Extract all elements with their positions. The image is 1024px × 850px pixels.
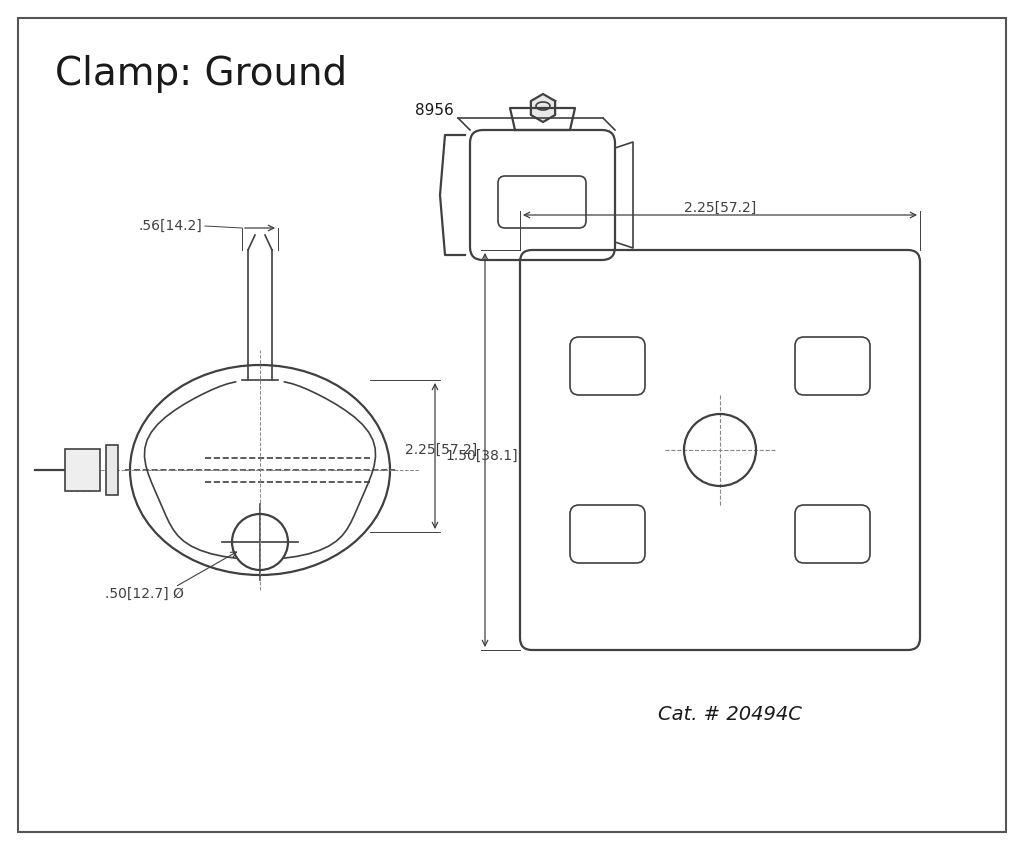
Text: 1.50[38.1]: 1.50[38.1] xyxy=(445,449,517,463)
Text: 2.25[57.2]: 2.25[57.2] xyxy=(404,443,477,457)
Polygon shape xyxy=(530,94,555,122)
Bar xyxy=(106,445,118,495)
Text: 8956: 8956 xyxy=(415,103,454,118)
Bar xyxy=(65,449,100,491)
Text: Cat. # 20494C: Cat. # 20494C xyxy=(658,705,802,724)
Text: 2.25[57.2]: 2.25[57.2] xyxy=(684,201,756,215)
Text: .56[14.2]: .56[14.2] xyxy=(138,219,202,233)
Text: .50[12.7] Ø: .50[12.7] Ø xyxy=(105,587,184,601)
Text: Clamp: Ground: Clamp: Ground xyxy=(55,55,347,93)
